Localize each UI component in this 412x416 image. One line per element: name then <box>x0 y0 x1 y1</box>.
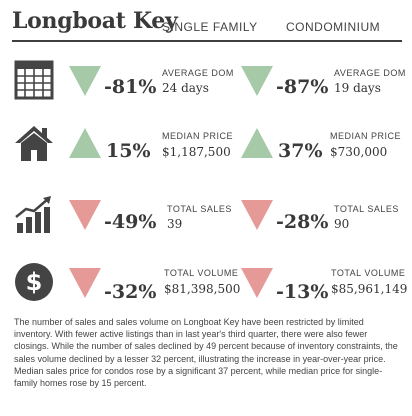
house-icon <box>15 126 53 161</box>
down-arrow-icon <box>241 200 273 230</box>
sf-price-label: MEDIAN PRICE <box>162 131 234 141</box>
calendar-icon <box>14 60 54 100</box>
down-arrow-icon <box>69 200 101 230</box>
sf-dom-change: -81% <box>104 76 157 98</box>
sf-sales-change: -49% <box>104 211 157 233</box>
header-divider <box>12 40 402 42</box>
sf-sales-label: TOTAL SALES <box>167 204 232 214</box>
svg-text:$: $ <box>26 268 43 296</box>
condo-sales-change: -28% <box>276 211 329 233</box>
sf-volume-value: $81,398,500 <box>164 282 241 296</box>
condo-sales-value: 90 <box>334 217 350 231</box>
condo-volume-value: $85,961,149 <box>331 282 408 296</box>
down-arrow-icon <box>69 268 101 298</box>
condo-sales-label: TOTAL SALES <box>334 204 399 214</box>
condo-volume-change: -13% <box>276 281 329 303</box>
sf-sales-value: 39 <box>167 217 183 231</box>
sf-volume-change: -32% <box>104 281 157 303</box>
single-family-header: SINGLE FAMILY <box>162 20 258 34</box>
dollar-icon: $ <box>15 263 53 301</box>
bar-chart-icon <box>15 196 51 233</box>
down-arrow-icon <box>241 66 273 96</box>
condo-dom-label: AVERAGE DOM <box>334 68 406 78</box>
condo-price-label: MEDIAN PRICE <box>330 131 402 141</box>
condominium-header: CONDOMINIUM <box>286 20 381 34</box>
condo-dom-value: 19 days <box>334 81 381 95</box>
summary-paragraph: The number of sales and sales volume on … <box>14 317 398 389</box>
sf-dom-label: AVERAGE DOM <box>162 68 234 78</box>
up-arrow-icon <box>69 128 101 158</box>
condo-price-change: 37% <box>278 140 323 162</box>
page-title: Longboat Key <box>12 8 178 34</box>
up-arrow-icon <box>241 128 273 158</box>
down-arrow-icon <box>241 268 273 298</box>
sf-volume-label: TOTAL VOLUME <box>164 268 239 278</box>
condo-price-value: $730,000 <box>330 145 388 159</box>
condo-volume-label: TOTAL VOLUME <box>331 268 406 278</box>
sf-dom-value: 24 days <box>162 81 209 95</box>
sf-price-value: $1,187,500 <box>162 145 231 159</box>
down-arrow-icon <box>69 66 101 96</box>
condo-dom-change: -87% <box>276 76 329 98</box>
sf-price-change: 15% <box>106 140 151 162</box>
